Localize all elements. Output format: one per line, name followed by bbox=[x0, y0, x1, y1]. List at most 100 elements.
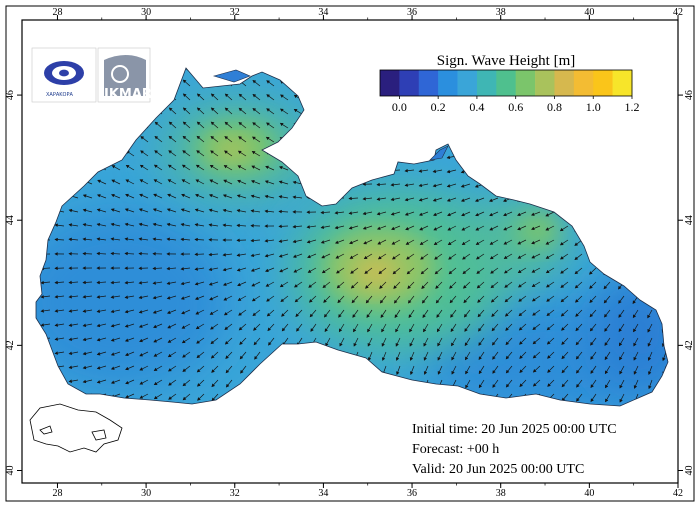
wave-arrow-head bbox=[545, 270, 550, 274]
wave-arrow-head bbox=[210, 326, 214, 330]
wave-arrow-head bbox=[474, 184, 479, 188]
wave-arrow-head bbox=[618, 342, 623, 347]
wave-arrow-head bbox=[561, 327, 565, 331]
wave-arrow-head bbox=[432, 183, 437, 188]
wave-arrow-head bbox=[195, 311, 199, 315]
wave-arrow-head bbox=[648, 385, 652, 390]
wave-arrow-head bbox=[110, 295, 115, 299]
wave-arrow-head bbox=[250, 238, 254, 243]
wave-arrow-head bbox=[436, 328, 441, 333]
wave-arrow-head bbox=[182, 382, 187, 387]
wave-arrow-head bbox=[419, 241, 424, 245]
wave-arrow-head bbox=[68, 208, 73, 213]
wave-arrow-head bbox=[152, 208, 157, 212]
wave-arrow-head bbox=[478, 342, 482, 346]
wave-arrow-head bbox=[40, 295, 44, 299]
wave-arrow-head bbox=[433, 241, 438, 245]
wave-arrow-head bbox=[124, 266, 128, 270]
azov-inlet bbox=[212, 69, 251, 83]
wave-arrow-head bbox=[560, 313, 565, 317]
wave-arrow-head bbox=[208, 238, 212, 242]
wave-arrow-head bbox=[575, 327, 579, 332]
wave-arrow-head bbox=[110, 222, 115, 227]
wave-arrow-head bbox=[475, 213, 479, 217]
wave-arrow-head bbox=[180, 267, 184, 271]
wave-arrow-head bbox=[353, 343, 357, 347]
wave-arrow-head bbox=[433, 212, 437, 217]
wave-arrow-head bbox=[589, 299, 593, 304]
wave-arrow-head bbox=[153, 324, 157, 329]
wave-arrow-head bbox=[339, 342, 343, 347]
wave-arrow-head bbox=[139, 353, 143, 357]
wave-arrow-head bbox=[489, 241, 494, 245]
wave-arrow-head bbox=[463, 285, 467, 289]
wave-arrow-head bbox=[351, 299, 355, 304]
wave-arrow-head bbox=[210, 121, 215, 125]
wave-arrow-head bbox=[238, 107, 243, 112]
wave-arrow-head bbox=[180, 237, 184, 242]
wave-arrow-head bbox=[603, 285, 607, 290]
wave-arrow-head bbox=[68, 379, 73, 383]
colorbar-tick-label: 1.0 bbox=[586, 100, 601, 114]
x-tick-label: 42 bbox=[673, 7, 683, 18]
wave-arrow-head bbox=[68, 237, 72, 242]
wave-arrow-head bbox=[167, 325, 171, 329]
wave-arrow-head bbox=[348, 196, 352, 201]
wave-arrow-head bbox=[619, 384, 623, 389]
wave-arrow-head bbox=[182, 135, 187, 140]
wave-arrow-head bbox=[181, 311, 185, 315]
wave-arrow-head bbox=[82, 323, 87, 327]
colorbar bbox=[379, 69, 633, 97]
wave-arrow-head bbox=[252, 136, 256, 140]
wave-arrow-head bbox=[575, 355, 580, 360]
wave-arrow-head bbox=[348, 226, 353, 230]
wave-arrow-head bbox=[153, 179, 158, 183]
wave-arrow-head bbox=[194, 223, 199, 227]
wave-arrow-head bbox=[209, 164, 214, 169]
wave-arrow-head bbox=[224, 341, 229, 345]
wave-arrow-head bbox=[492, 384, 496, 388]
wave-arrow-head bbox=[279, 122, 284, 126]
wave-arrow-head bbox=[68, 295, 72, 299]
wave-arrow-head bbox=[40, 323, 45, 327]
wave-arrow-head bbox=[475, 241, 480, 245]
wave-arrow-head bbox=[489, 256, 494, 260]
wave-arrow-head bbox=[278, 209, 282, 214]
wave-arrow-head bbox=[423, 343, 427, 347]
wave-arrow-head bbox=[181, 325, 186, 329]
wave-arrow-head bbox=[182, 354, 186, 358]
wave-arrow-head bbox=[292, 180, 297, 185]
wave-arrow-head bbox=[168, 107, 173, 111]
x-tick-label: 28 bbox=[52, 488, 62, 499]
logo-right-text: IKMAR bbox=[104, 87, 152, 102]
wave-arrow-head bbox=[194, 237, 198, 242]
wave-arrow-head bbox=[180, 208, 185, 212]
wave-arrow-head bbox=[405, 241, 410, 245]
wave-arrow-head bbox=[236, 223, 240, 228]
wave-arrow-head bbox=[139, 338, 143, 343]
wave-arrow-head bbox=[418, 212, 423, 216]
wave-arrow-head bbox=[379, 285, 383, 289]
wave-arrow-head bbox=[196, 150, 200, 154]
wave-arrow-head bbox=[110, 237, 115, 241]
x-tick-label: 38 bbox=[496, 7, 506, 18]
wave-arrow-head bbox=[264, 239, 268, 243]
wave-arrow-head bbox=[307, 254, 311, 259]
wave-arrow-head bbox=[168, 135, 173, 140]
marmara-sea bbox=[29, 403, 123, 453]
wave-arrow-head bbox=[448, 270, 453, 275]
wave-arrow-head bbox=[110, 366, 115, 370]
wave-arrow-head bbox=[420, 270, 425, 275]
wave-arrow-head bbox=[396, 371, 400, 376]
logo-right: IKMAR bbox=[97, 47, 152, 103]
wave-arrow-head bbox=[560, 270, 564, 274]
wave-arrow-head bbox=[505, 341, 509, 346]
colorbar-swatch bbox=[380, 70, 400, 96]
initial-time: Initial time: 20 Jun 2025 00:00 UTC bbox=[412, 422, 617, 437]
x-tick-label: 40 bbox=[584, 488, 594, 499]
wave-arrow-head bbox=[337, 299, 341, 304]
wave-arrow-head bbox=[125, 367, 129, 371]
wave-arrow-head bbox=[195, 193, 199, 198]
wave-arrow-head bbox=[180, 252, 184, 256]
wave-arrow-head bbox=[125, 165, 130, 169]
